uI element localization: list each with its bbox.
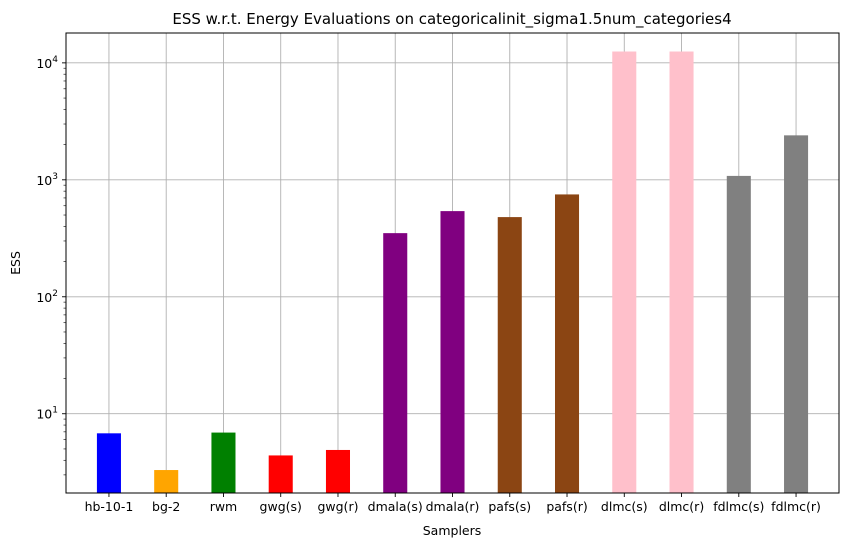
x-tick-label: gwg(s) (260, 499, 302, 514)
x-tick-label: bg-2 (152, 499, 180, 514)
bar-dlmc(r) (669, 51, 694, 494)
bar-dlmc(s) (612, 51, 637, 494)
x-tick-label: dlmc(s) (601, 499, 648, 514)
y-tick-label: 101 (36, 406, 58, 422)
bar-rwm (211, 432, 236, 493)
x-tick-label: pafs(r) (546, 499, 587, 514)
bar-gwg(r) (325, 449, 351, 493)
bar-dmala(r) (440, 211, 465, 493)
bar-fdlmc(s) (726, 175, 751, 493)
bars-layer (96, 51, 809, 494)
y-tick-label: 102 (36, 289, 58, 305)
bar-pafs(r) (554, 194, 580, 493)
x-axis-label: Samplers (423, 523, 482, 538)
y-tick-label: 104 (36, 55, 58, 71)
x-tick-label: gwg(r) (317, 499, 358, 514)
ticks-layer: hb-10-1 bg-2 rwm gwg(s) gwg(r) dmala(s) dmala(… (36, 55, 821, 514)
x-tick-label: fdlmc(r) (771, 499, 821, 514)
x-tick-label: pafs(s) (488, 499, 531, 514)
x-tick-label: fdlmc(s) (713, 499, 764, 514)
x-tick-label: rwm (210, 499, 238, 514)
x-tick-label: hb-10-1 (85, 499, 134, 514)
bar-dmala(s) (383, 233, 408, 493)
bar-bg-2 (154, 470, 179, 493)
x-tick-label: dmala(r) (426, 499, 480, 514)
bar-gwg(s) (268, 455, 293, 493)
y-tick-label: 103 (36, 172, 58, 188)
bar-pafs(s) (497, 217, 522, 493)
bar-fdlmc(r) (784, 135, 809, 493)
y-axis-label: ESS (8, 251, 23, 275)
x-tick-label: dmala(s) (368, 499, 423, 514)
bar-hb-10-1 (96, 433, 121, 493)
chart-title: ESS w.r.t. Energy Evaluations on categor… (172, 10, 731, 29)
x-tick-label: dlmc(r) (659, 499, 704, 514)
